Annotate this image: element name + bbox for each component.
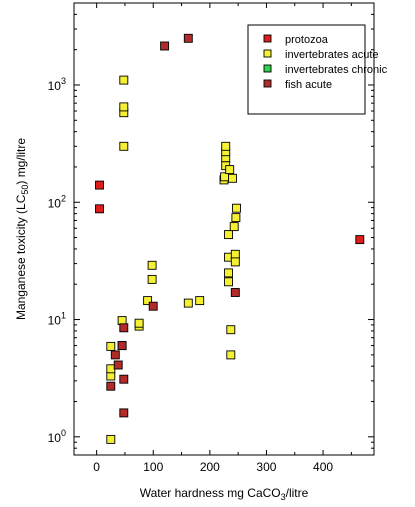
point-invertebrates-acute xyxy=(228,173,237,183)
point-protozoa xyxy=(95,180,104,190)
point-invertebrates-acute xyxy=(143,296,153,306)
point-invertebrates-acute xyxy=(226,350,236,360)
point-invertebrates-acute xyxy=(119,102,129,112)
legend-swatch-invertebrates-chronic xyxy=(263,64,272,73)
point-fish-acute xyxy=(113,360,123,370)
point-invertebrates-acute xyxy=(147,260,157,270)
point-fish-acute xyxy=(119,374,129,384)
y-axis-label-tail: ) mg/litre xyxy=(14,138,28,185)
point-invertebrates-acute xyxy=(147,274,157,284)
point-invertebrates-acute xyxy=(224,268,233,278)
y-axis-label: Manganese toxicity (LC50) mg/litre xyxy=(14,138,30,320)
point-invertebrates-acute xyxy=(230,249,240,259)
point-fish-acute xyxy=(230,288,240,297)
point-invertebrates-acute xyxy=(183,298,193,308)
point-invertebrates-acute xyxy=(106,364,116,374)
point-invertebrates-acute xyxy=(195,296,205,306)
point-fish-acute xyxy=(148,301,158,311)
point-invertebrates-acute xyxy=(231,213,241,223)
point-protozoa xyxy=(95,204,104,214)
axis-ticks: 0 100 200 300 400 100 101 102 103 xyxy=(48,2,374,474)
legend-label-invertebrates-chronic: invertebrates chronic xyxy=(285,64,388,76)
point-invertebrates-acute xyxy=(232,203,241,213)
legend-label-invertebrates-acute: invertebrates acute xyxy=(285,49,379,61)
point-invertebrates-acute xyxy=(119,141,129,151)
point-fish-acute xyxy=(106,381,116,391)
x-tick-label: 0 xyxy=(93,460,100,474)
point-invertebrates-acute xyxy=(134,318,144,328)
point-fish-acute xyxy=(117,341,127,351)
point-invertebrates-acute xyxy=(221,141,231,151)
x-axis-label: Water hardness mg CaCO3/litre xyxy=(140,486,309,502)
point-protozoa xyxy=(355,235,365,245)
legend-label-fish-acute: fish acute xyxy=(285,79,332,91)
point-fish-acute xyxy=(119,323,129,333)
point-invertebrates-acute xyxy=(230,257,240,267)
legend-swatch-invertebrates-acute xyxy=(263,49,272,58)
x-axis-label-subscript: 3 xyxy=(281,492,286,502)
x-tick-label: 400 xyxy=(313,460,333,474)
legend-swatch-protozoa xyxy=(263,34,272,43)
point-fish-acute xyxy=(183,33,193,43)
legend: protozoa invertebrates acute invertebrates… xyxy=(247,24,388,115)
point-invertebrates-acute xyxy=(106,434,116,444)
x-axis-label-main: Water hardness mg CaCO xyxy=(140,486,281,500)
x-tick-label: 300 xyxy=(256,460,276,474)
point-fish-acute xyxy=(119,408,129,418)
legend-label-protozoa: protozoa xyxy=(285,34,329,46)
y-tick-label: 100 xyxy=(48,428,66,445)
x-tick-label: 200 xyxy=(200,460,220,474)
point-invertebrates-acute xyxy=(119,75,129,85)
point-invertebrates-acute xyxy=(226,325,236,335)
legend-swatch-fish-acute xyxy=(263,79,272,88)
y-tick-label: 102 xyxy=(48,193,66,210)
y-tick-label: 101 xyxy=(48,311,66,328)
point-invertebrates-acute xyxy=(225,165,235,175)
point-invertebrates-acute xyxy=(224,230,233,240)
point-invertebrates-acute xyxy=(229,222,239,232)
point-invertebrates-acute xyxy=(224,277,233,287)
legend-items: protozoa invertebrates acute invertebrates… xyxy=(263,34,388,91)
y-axis-label-main: Manganese toxicity (LC xyxy=(14,194,28,320)
x-axis-label-tail: /litre xyxy=(286,486,309,500)
y-tick-label: 103 xyxy=(48,76,66,93)
point-fish-acute xyxy=(110,350,120,360)
y-axis-label-subscript: 50 xyxy=(20,185,30,195)
point-fish-acute xyxy=(160,41,170,51)
data-points xyxy=(95,33,365,444)
x-tick-label: 100 xyxy=(143,460,163,474)
point-invertebrates-acute xyxy=(106,341,116,351)
